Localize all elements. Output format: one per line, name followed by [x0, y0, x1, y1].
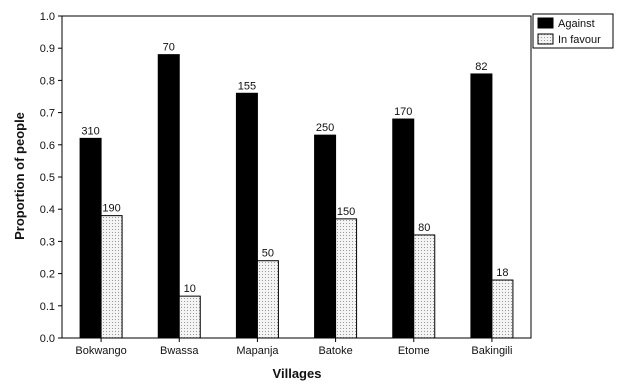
- bar-against: [470, 73, 493, 339]
- bar-in-favour: [100, 215, 123, 339]
- data-label: 18: [496, 267, 508, 279]
- data-label: 155: [238, 80, 256, 92]
- data-label: 10: [184, 283, 196, 295]
- plot-frame: [61, 15, 532, 339]
- legend-label-in-favour: In favour: [558, 34, 601, 46]
- y-tick-label: 0.1: [40, 301, 55, 313]
- data-label: 190: [102, 203, 120, 215]
- bar-against: [157, 54, 180, 339]
- y-tick-label: 0.5: [40, 172, 55, 184]
- plot-area: 0.0 0.1 0.2 0.3 0.4 0.5 0.6 0.7 0.8 0.9 1.0 Bokwang…: [40, 11, 532, 357]
- y-tick-label: 0.4: [40, 204, 55, 216]
- x-tick-label: Etome: [398, 345, 430, 357]
- bar-against: [314, 134, 337, 339]
- legend-label-against: Against: [558, 18, 595, 30]
- x-tick-label: Bwassa: [160, 345, 199, 357]
- y-tick-label: 0.0: [40, 333, 55, 345]
- y-tick-label: 1.0: [40, 11, 55, 23]
- data-label: 50: [262, 248, 274, 260]
- x-tick-label: Mapanja: [236, 345, 279, 357]
- x-tick-label: Batoke: [318, 345, 352, 357]
- data-label: 170: [394, 106, 412, 118]
- bar-in-favour: [413, 234, 436, 339]
- data-label: 80: [418, 222, 430, 234]
- legend: Against In favour: [532, 13, 614, 49]
- legend-swatch-in-favour: [537, 33, 554, 45]
- bar-in-favour: [256, 260, 279, 339]
- bar-against: [392, 118, 415, 339]
- bar-in-favour: [491, 279, 514, 339]
- x-tick-label: Bakingili: [471, 345, 512, 357]
- bar-in-favour: [335, 218, 358, 339]
- legend-swatch-against: [537, 17, 554, 29]
- bar-against: [235, 92, 258, 339]
- data-label: 250: [316, 122, 334, 134]
- x-axis-title: Villages: [273, 366, 322, 381]
- bar-against: [79, 137, 102, 339]
- data-label: 70: [163, 42, 175, 54]
- y-tick-label: 0.9: [40, 43, 55, 55]
- x-tick-label: Bokwango: [75, 345, 126, 357]
- y-axis-title: Proportion of people: [12, 112, 27, 240]
- y-tick-label: 0.7: [40, 108, 55, 120]
- y-tick-label: 0.2: [40, 269, 55, 281]
- y-tick-label: 0.3: [40, 236, 55, 248]
- y-tick-label: 0.6: [40, 140, 55, 152]
- y-tick-label: 0.8: [40, 75, 55, 87]
- data-label: 82: [475, 61, 487, 73]
- bar-in-favour: [178, 295, 201, 339]
- data-label: 310: [81, 125, 99, 137]
- data-label: 150: [337, 206, 355, 218]
